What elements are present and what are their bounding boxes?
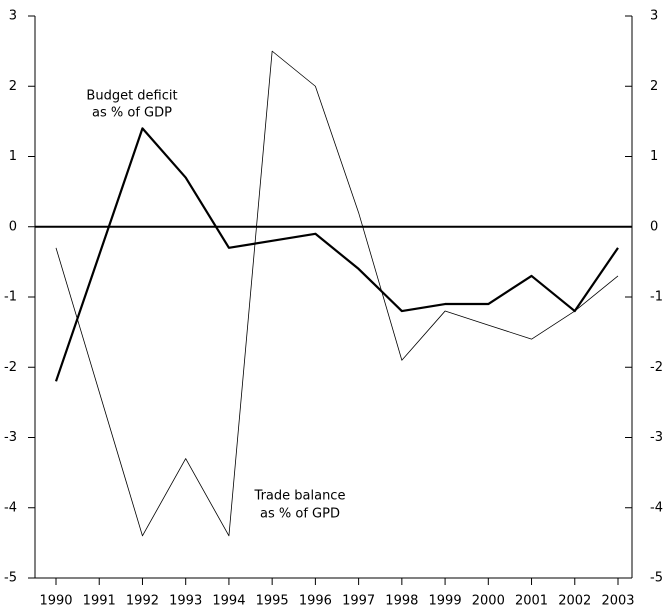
annotation: as % of GDP bbox=[92, 106, 172, 121]
x-tick-label: 1992 bbox=[126, 594, 159, 609]
y-tick-label: -2 bbox=[4, 360, 17, 375]
x-tick-label: 1990 bbox=[39, 594, 72, 609]
x-tick-label: 1995 bbox=[256, 594, 289, 609]
y2-tick-label: 1 bbox=[650, 149, 658, 164]
annotation: as % of GPD bbox=[260, 507, 340, 522]
y-tick-label: 2 bbox=[9, 79, 17, 94]
y2-tick-label: 3 bbox=[650, 9, 658, 24]
y-tick-label: -3 bbox=[4, 430, 17, 445]
y-tick-label: -1 bbox=[4, 290, 17, 305]
x-tick-label: 1996 bbox=[299, 594, 332, 609]
y2-tick-label: -4 bbox=[650, 500, 663, 515]
y2-tick-label: -2 bbox=[650, 360, 663, 375]
y2-tick-label: -3 bbox=[650, 430, 663, 445]
x-tick-label: 2000 bbox=[472, 594, 505, 609]
y2-tick-label: -1 bbox=[650, 290, 663, 305]
x-tick-label: 2001 bbox=[515, 594, 548, 609]
y2-tick-label: 0 bbox=[650, 219, 658, 234]
x-tick-label: 1994 bbox=[212, 594, 245, 609]
annotation: Budget deficit bbox=[86, 89, 177, 104]
x-tick-label: 2003 bbox=[601, 594, 634, 609]
y-tick-label: 0 bbox=[9, 219, 17, 234]
series-line bbox=[54, 127, 619, 382]
x-tick-label: 2002 bbox=[558, 594, 591, 609]
annotation: Trade balance bbox=[254, 489, 346, 504]
y-tick-label: 1 bbox=[9, 149, 17, 164]
x-tick-label: 1999 bbox=[429, 594, 462, 609]
x-tick-label: 1993 bbox=[169, 594, 202, 609]
y-tick-label: -4 bbox=[4, 500, 17, 515]
series-line bbox=[55, 50, 619, 537]
y-tick-label: 3 bbox=[9, 9, 17, 24]
x-tick-label: 1998 bbox=[385, 594, 418, 609]
y2-tick-label: -5 bbox=[650, 571, 663, 586]
y-tick-label: -5 bbox=[4, 571, 17, 586]
y2-tick-label: 2 bbox=[650, 79, 658, 94]
x-tick-label: 1991 bbox=[83, 594, 116, 609]
x-tick-label: 1997 bbox=[342, 594, 375, 609]
